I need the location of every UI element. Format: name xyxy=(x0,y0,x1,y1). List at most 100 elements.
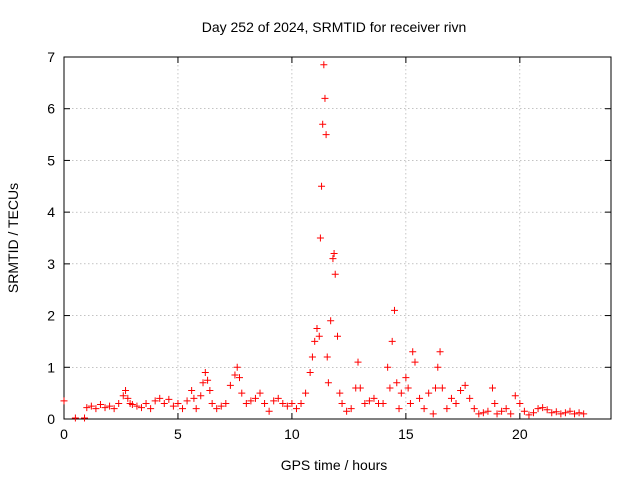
data-point xyxy=(466,394,474,402)
data-point xyxy=(96,401,104,409)
axis-ticks xyxy=(63,56,611,420)
data-point xyxy=(323,353,331,361)
data-point xyxy=(566,407,574,415)
data-point xyxy=(122,387,130,395)
data-point xyxy=(457,387,465,395)
data-point xyxy=(511,392,519,400)
data-point xyxy=(279,399,287,407)
data-point xyxy=(115,399,123,407)
data-point xyxy=(315,332,323,340)
data-point xyxy=(347,405,355,413)
data-point xyxy=(322,131,330,139)
data-point xyxy=(247,397,255,405)
data-point xyxy=(319,120,327,128)
y-tick-label: 5 xyxy=(47,152,55,168)
data-point xyxy=(110,405,118,413)
data-point xyxy=(324,379,332,387)
data-point xyxy=(256,389,264,397)
data-point xyxy=(106,402,114,410)
data-point xyxy=(321,94,329,102)
data-point xyxy=(498,407,506,415)
data-point xyxy=(169,402,177,410)
y-tick-label: 1 xyxy=(47,359,55,375)
data-point xyxy=(443,405,451,413)
data-point xyxy=(329,255,337,263)
data-point xyxy=(327,317,335,325)
data-point xyxy=(199,379,207,387)
data-point xyxy=(343,407,351,415)
data-point xyxy=(432,384,440,392)
data-point xyxy=(420,405,428,413)
data-point xyxy=(242,399,250,407)
data-point xyxy=(174,399,182,407)
data-point xyxy=(222,399,230,407)
tick-labels: 0 5 10 15 20 0 1 2 3 4 5 6 7 xyxy=(47,49,528,442)
data-point xyxy=(283,402,291,410)
data-point xyxy=(133,402,141,410)
data-point xyxy=(493,410,501,418)
data-point xyxy=(397,389,405,397)
data-point xyxy=(302,389,310,397)
data-point xyxy=(475,410,483,418)
x-tick-label: 5 xyxy=(174,426,182,442)
data-point xyxy=(525,411,533,419)
data-point xyxy=(452,399,460,407)
data-point xyxy=(356,384,364,392)
data-point xyxy=(238,389,246,397)
data-point xyxy=(165,395,173,403)
data-point xyxy=(128,401,136,409)
data-point xyxy=(226,381,234,389)
data-point xyxy=(60,397,68,405)
data-point xyxy=(561,409,569,417)
data-point xyxy=(204,376,212,384)
data-point xyxy=(217,402,225,410)
data-point xyxy=(416,394,424,402)
data-points xyxy=(60,61,588,422)
data-point xyxy=(386,384,394,392)
data-point xyxy=(395,405,403,413)
data-point xyxy=(201,368,209,376)
data-point xyxy=(484,407,492,415)
data-point xyxy=(470,405,478,413)
data-point xyxy=(388,337,396,345)
data-point xyxy=(534,405,542,413)
data-point xyxy=(543,406,551,414)
data-point xyxy=(390,306,398,314)
data-point xyxy=(124,394,132,402)
data-point xyxy=(313,325,321,332)
data-point xyxy=(251,394,259,402)
data-point xyxy=(406,399,414,407)
data-point xyxy=(434,363,442,371)
data-point xyxy=(288,399,296,407)
data-point xyxy=(370,394,378,402)
data-point xyxy=(552,408,560,416)
x-tick-label: 15 xyxy=(398,426,414,442)
y-tick-label: 7 xyxy=(47,49,55,65)
data-point xyxy=(306,368,314,376)
data-point xyxy=(316,234,324,242)
data-point xyxy=(447,394,455,402)
data-point xyxy=(87,402,95,410)
data-point xyxy=(411,358,419,366)
y-tick-label: 0 xyxy=(47,411,55,427)
data-point xyxy=(274,394,282,402)
data-point xyxy=(571,410,579,418)
data-point xyxy=(92,405,100,413)
x-tick-label: 10 xyxy=(284,426,300,442)
data-point xyxy=(320,61,328,69)
data-point xyxy=(336,389,344,397)
data-point xyxy=(208,399,216,407)
data-point xyxy=(365,397,373,405)
data-point xyxy=(308,353,316,361)
data-point xyxy=(183,397,191,405)
x-tick-label: 20 xyxy=(512,426,528,442)
y-tick-label: 4 xyxy=(47,204,55,220)
data-point xyxy=(331,270,339,278)
y-tick-label: 6 xyxy=(47,101,55,117)
data-point xyxy=(393,379,401,387)
data-point xyxy=(71,414,79,422)
grid xyxy=(64,57,611,419)
data-point xyxy=(575,409,583,417)
data-point xyxy=(436,348,444,356)
